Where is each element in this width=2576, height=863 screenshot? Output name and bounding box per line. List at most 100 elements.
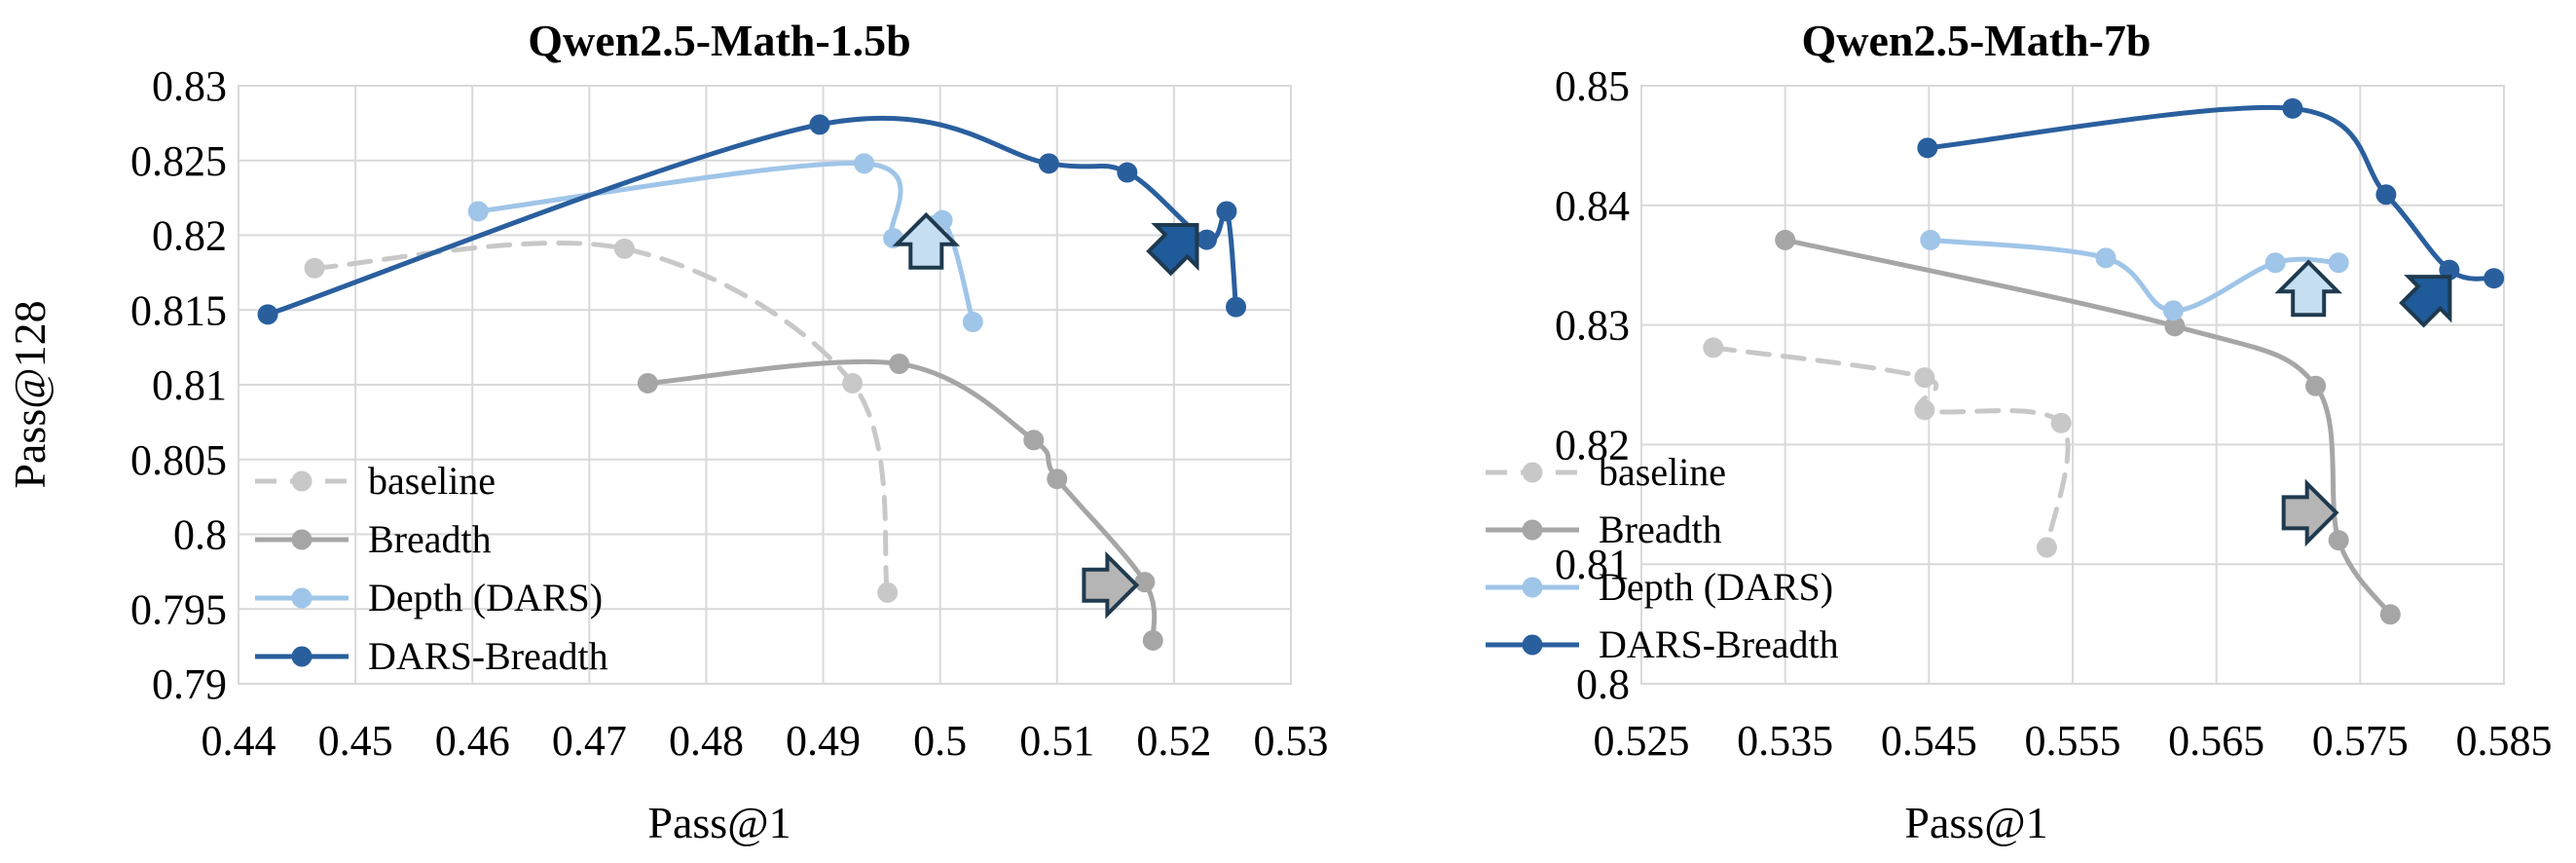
chart-title-1-5b: Qwen2.5-Math-1.5b [528, 16, 911, 65]
legend-label: DARS-Breadth [1599, 622, 1839, 666]
x-tick-label: 0.46 [435, 717, 510, 765]
data-point-dars-breadth [2375, 184, 2397, 206]
x-tick-label: 0.44 [202, 717, 276, 765]
legend-label: baseline [1599, 450, 1726, 494]
x-tick-label: 0.565 [2168, 717, 2264, 765]
data-point-depth-dars [1920, 229, 1941, 250]
legend-swatch-marker [1522, 634, 1543, 656]
data-point-baseline [877, 582, 899, 603]
x-tick-label: 0.525 [1594, 717, 1690, 765]
x-axis-label-7b: Pass@1 [1904, 798, 2047, 847]
grid-7b [1640, 85, 2505, 685]
y-tick-label: 0.8 [1576, 660, 1630, 708]
y-tick-label: 0.81 [152, 361, 227, 409]
legend-swatch-marker [291, 646, 313, 667]
x-tick-label: 0.48 [669, 717, 744, 765]
data-point-breadth [1134, 572, 1156, 593]
data-point-depth-dars [467, 201, 489, 222]
y-tick-label: 0.83 [152, 62, 227, 110]
arrows-7b [2274, 259, 2452, 547]
x-tick-label: 0.49 [786, 717, 861, 765]
data-point-depth-dars [854, 153, 875, 174]
data-point-breadth [1023, 430, 1045, 451]
tick-labels-1-5b: 0.79 0.795 0.8 0.805 0.81 0.815 0.82 0.825 0.83 0… [130, 62, 1329, 765]
x-tick-label: 0.545 [1881, 717, 1977, 765]
legend-item-depth-dars: Depth (DARS) [255, 576, 603, 619]
x-axis-label-1-5b: Pass@1 [647, 798, 791, 847]
legend-item-dars-breadth: DARS-Breadth [255, 634, 608, 678]
x-tick-label: 0.575 [2312, 717, 2409, 765]
data-point-breadth [2164, 316, 2186, 337]
legend-swatch-marker [1522, 519, 1543, 541]
data-point-breadth [889, 354, 910, 375]
series-line-depth-dars [1928, 237, 2341, 314]
data-point-baseline [304, 257, 325, 279]
plot-area-frame [1640, 85, 2505, 685]
legend-swatch-marker [291, 587, 313, 609]
data-point-baseline [2050, 412, 2072, 433]
data-point-breadth [2328, 530, 2349, 551]
y-tick-label: 0.85 [1555, 62, 1630, 110]
x-tick-label: 0.52 [1136, 717, 1211, 765]
data-point-dars-breadth [1917, 137, 1938, 159]
y-tick-label: 0.825 [130, 137, 227, 185]
arrow-right-icon [2281, 478, 2339, 547]
legend-label: Depth (DARS) [1599, 565, 1833, 609]
data-point-dars-breadth [1196, 229, 1218, 250]
legend-label: DARS-Breadth [368, 634, 608, 678]
x-tick-label: 0.47 [552, 717, 627, 765]
data-point-breadth [2379, 604, 2401, 625]
data-point-depth-dars [2328, 252, 2349, 274]
series-dars-breadth-7b [1917, 97, 2505, 289]
y-tick-label: 0.83 [1555, 302, 1630, 350]
data-point-breadth [1775, 229, 1796, 250]
data-point-dars-breadth [809, 114, 830, 135]
y-axis-label-1-5b: Pass@128 [5, 300, 55, 488]
x-tick-label: 0.585 [2456, 717, 2553, 765]
arrow-right-icon [1082, 550, 1140, 619]
data-point-depth-dars [2264, 252, 2286, 274]
tick-labels-7b: 0.8 0.81 0.82 0.83 0.84 0.85 0.525 0.535 0.545 0.… [1555, 62, 2553, 765]
x-tick-label: 0.5 [913, 717, 967, 765]
data-point-dars-breadth [1216, 201, 1237, 222]
data-point-breadth [2305, 375, 2327, 396]
y-tick-label: 0.805 [130, 436, 227, 484]
series-breadth-1-5b [637, 354, 1163, 651]
legend-swatch-marker [1522, 462, 1543, 483]
chart-title-7b: Qwen2.5-Math-7b [1801, 16, 2151, 65]
legend-item-breadth: Breadth [255, 517, 492, 561]
arrow-up-right-icon [1146, 222, 1199, 277]
data-point-baseline [1914, 367, 1935, 389]
legend-item-baseline: baseline [1486, 450, 1726, 494]
plot-area-frame [238, 85, 1292, 685]
arrow-up-right-icon [2399, 275, 2452, 328]
legend-swatch-marker [291, 470, 313, 492]
legend-label: Depth (DARS) [368, 576, 603, 619]
data-point-breadth [637, 372, 658, 394]
data-point-dars-breadth [1038, 153, 1059, 174]
legend-swatch-marker [1522, 577, 1543, 598]
series-7b [1703, 97, 2505, 625]
y-tick-label: 0.84 [1555, 182, 1630, 230]
series-breadth-7b [1775, 229, 2401, 625]
legend-1-5b: baseline Breadth Depth (DARS) DARS-Breadth [255, 459, 608, 678]
data-point-depth-dars [962, 312, 983, 333]
series-baseline-7b [1703, 337, 2072, 558]
x-tick-label: 0.53 [1254, 717, 1329, 765]
arrow-up-icon [892, 211, 961, 270]
arrow-up-icon [2274, 259, 2343, 318]
legend-7b: baseline Breadth Depth (DARS) DARS-Breadth [1486, 450, 1839, 666]
series-dars-breadth-1-5b [257, 114, 1247, 325]
x-tick-label: 0.51 [1019, 717, 1094, 765]
y-tick-label: 0.795 [130, 585, 227, 633]
data-point-dars-breadth [2484, 268, 2505, 289]
data-point-depth-dars [2162, 300, 2184, 321]
legend-label: Breadth [1599, 507, 1722, 551]
data-point-baseline [842, 372, 864, 394]
data-point-dars-breadth [1117, 162, 1138, 183]
y-tick-label: 0.81 [1555, 541, 1630, 588]
legend-item-dars-breadth: DARS-Breadth [1486, 622, 1839, 666]
y-tick-label: 0.8 [173, 511, 227, 559]
